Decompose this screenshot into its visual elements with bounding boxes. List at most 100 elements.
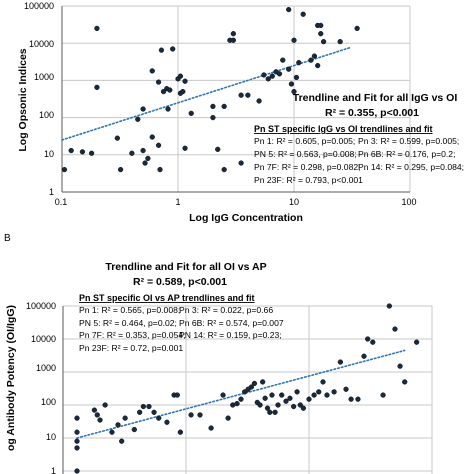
data-point bbox=[197, 412, 203, 418]
data-point bbox=[262, 395, 268, 401]
data-point bbox=[320, 39, 327, 45]
data-point bbox=[188, 412, 194, 418]
data-point bbox=[165, 106, 171, 112]
data-point bbox=[140, 147, 146, 154]
data-point bbox=[280, 57, 286, 63]
data-point bbox=[251, 380, 258, 387]
data-point bbox=[306, 396, 312, 402]
panel-b-fit-entry: Pn 1: R² = 0.565, p=0.008; bbox=[79, 305, 180, 315]
data-point bbox=[97, 417, 103, 423]
data-point bbox=[155, 142, 162, 148]
data-point bbox=[94, 84, 100, 91]
data-point bbox=[264, 405, 271, 411]
data-point bbox=[94, 412, 100, 418]
data-point bbox=[122, 415, 128, 421]
panel-a-fit-entry: Pn 6B: R² = 0.176, p=0.2; bbox=[358, 149, 455, 159]
data-point bbox=[215, 146, 221, 153]
data-point bbox=[114, 135, 120, 141]
panel-b-annotation-r2: R² = 0.589, p<0.001 bbox=[133, 276, 227, 288]
data-point bbox=[74, 445, 80, 451]
data-point bbox=[257, 402, 263, 408]
data-point bbox=[79, 149, 86, 155]
panel-a-x-tick: 10 bbox=[289, 197, 299, 207]
panel-a-x-tick: 1 bbox=[175, 197, 180, 207]
panel-b-y-tick: 10 bbox=[46, 432, 56, 442]
data-point bbox=[337, 359, 344, 365]
data-point bbox=[293, 74, 300, 81]
data-point bbox=[208, 425, 214, 431]
panel-b-y-tick: 10000 bbox=[31, 334, 56, 344]
data-point bbox=[140, 403, 146, 410]
data-point bbox=[88, 150, 95, 156]
panel-b-ylabel: og Antibody Potency (OI/IgG) bbox=[5, 305, 17, 451]
data-point bbox=[142, 160, 148, 166]
data-point bbox=[158, 47, 165, 53]
data-point bbox=[242, 389, 248, 395]
panel-a-fit-entry: Pn 23F: R² = 0.793, p<0.001 bbox=[254, 175, 363, 185]
data-point bbox=[288, 81, 295, 87]
data-point bbox=[221, 103, 227, 110]
data-point bbox=[279, 392, 285, 398]
data-point bbox=[256, 98, 262, 104]
data-point bbox=[155, 79, 162, 85]
data-point bbox=[318, 22, 324, 29]
panel-a-x-tick: 100 bbox=[401, 197, 416, 207]
panel-b-label: B bbox=[4, 233, 11, 244]
data-point bbox=[151, 409, 157, 415]
panel-a-y-tick: 100000 bbox=[24, 1, 54, 11]
data-point bbox=[180, 88, 186, 95]
panel-b-subheading: Pn ST specific OI vs AP trendlines and f… bbox=[79, 293, 255, 303]
panel-a-fit-entry: Pn 1: R² = 0.605, p=0.005; bbox=[254, 136, 355, 146]
data-point bbox=[297, 402, 303, 408]
panel-b-y-tick: 100000 bbox=[26, 301, 56, 311]
data-point bbox=[131, 426, 137, 433]
data-point bbox=[361, 353, 367, 359]
data-point bbox=[157, 166, 163, 173]
data-point bbox=[348, 396, 354, 402]
data-point bbox=[230, 37, 236, 43]
panel-a: Log Opsonic Indices 1 10 100 1000 10000 … bbox=[17, 1, 464, 224]
data-point bbox=[294, 389, 300, 395]
data-point bbox=[291, 37, 297, 43]
data-point bbox=[115, 422, 121, 428]
data-point bbox=[167, 87, 173, 93]
data-point bbox=[102, 402, 108, 408]
panel-b-y-tick-labels: 1 10 100 1000 10000 100000 bbox=[26, 301, 56, 474]
panel-b-y-tick: 1000 bbox=[36, 363, 56, 373]
data-point bbox=[265, 76, 271, 82]
data-point bbox=[392, 326, 398, 332]
data-point bbox=[74, 415, 80, 421]
data-point bbox=[267, 409, 273, 415]
data-point bbox=[74, 429, 80, 435]
data-point bbox=[287, 395, 293, 401]
data-point bbox=[386, 303, 392, 309]
data-point bbox=[283, 398, 289, 404]
panel-a-y-tick: 100 bbox=[39, 110, 54, 120]
panel-b-annotation-title: Trendline and Fit for all OI vs AP bbox=[105, 261, 266, 273]
data-point bbox=[355, 396, 361, 402]
panel-a-fit-entry: Pn 14: R² = 0.295, p=0.084; bbox=[358, 162, 464, 172]
data-point bbox=[269, 392, 275, 398]
data-point bbox=[149, 134, 155, 140]
data-point bbox=[68, 147, 74, 154]
data-point bbox=[61, 166, 68, 173]
trendline bbox=[76, 349, 406, 439]
data-point bbox=[402, 379, 408, 385]
data-point bbox=[245, 92, 251, 98]
data-point bbox=[354, 25, 360, 32]
data-point bbox=[74, 438, 80, 444]
data-point bbox=[170, 46, 176, 52]
panel-b-fit-entry: Pn 7F: R² = 0.353, p=0.054; bbox=[79, 330, 186, 340]
data-point bbox=[117, 166, 124, 173]
data-point bbox=[291, 88, 297, 95]
panel-a-annotation-title: Trendline and Fit for all IgG vs OI bbox=[293, 92, 458, 104]
panel-a-y-tick: 10000 bbox=[29, 39, 54, 49]
data-point bbox=[343, 386, 349, 392]
data-point bbox=[275, 402, 281, 408]
data-point bbox=[365, 336, 371, 342]
data-point bbox=[316, 389, 322, 395]
panel-a-y-tick: 1000 bbox=[34, 72, 54, 82]
panel-b-fit-entry: Pn 6B: R² = 0.574, p=0.007 bbox=[179, 318, 284, 328]
data-point bbox=[370, 339, 376, 345]
data-point bbox=[331, 389, 337, 395]
